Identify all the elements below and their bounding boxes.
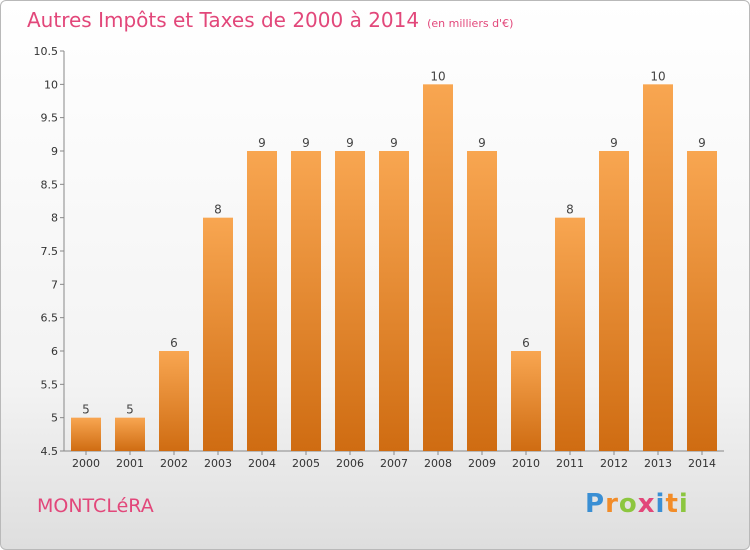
bar-value-label: 6 [522, 336, 530, 350]
bar [159, 351, 189, 451]
proxiti-logo: Proxiti [585, 489, 689, 519]
x-tick-label: 2004 [248, 457, 276, 470]
x-tick-label: 2013 [644, 457, 672, 470]
chart-data-labels: 5 5 6 8 9 9 9 9 10 9 6 8 9 10 9 [82, 69, 706, 416]
x-tick-label: 2012 [600, 457, 628, 470]
bar-value-label: 10 [430, 69, 445, 83]
logo-letter: i [655, 489, 666, 519]
bar-value-label: 9 [302, 136, 310, 150]
bar [599, 151, 629, 451]
chart-title: Autres Impôts et Taxes de 2000 à 2014 (en… [27, 8, 513, 32]
logo-letter: x [637, 489, 656, 519]
x-tick-label: 2005 [292, 457, 320, 470]
bar [291, 151, 321, 451]
chart-bars [71, 84, 717, 451]
x-tick-label: 2007 [380, 457, 408, 470]
bar [643, 84, 673, 451]
bar [511, 351, 541, 451]
bar [423, 84, 453, 451]
x-tick-label: 2011 [556, 457, 584, 470]
y-tick-label: 9.5 [41, 112, 59, 125]
y-tick-label: 7.5 [41, 245, 59, 258]
bar-value-label: 10 [650, 69, 665, 83]
x-tick-label: 2009 [468, 457, 496, 470]
bar-value-label: 8 [214, 203, 222, 217]
bar-value-label: 9 [390, 136, 398, 150]
y-tick-label: 6.5 [41, 312, 59, 325]
bar [71, 417, 101, 451]
y-tick-label: 8 [51, 212, 58, 225]
x-tick-label: 2002 [160, 457, 188, 470]
x-tick-label: 2010 [512, 457, 540, 470]
bar-value-label: 6 [170, 336, 178, 350]
x-tick-label: 2008 [424, 457, 452, 470]
bar-value-label: 8 [566, 203, 574, 217]
x-tick-label: 2006 [336, 457, 364, 470]
y-tick-label: 10.5 [34, 45, 59, 58]
bar-value-label: 9 [478, 136, 486, 150]
bar-value-label: 5 [82, 403, 90, 417]
y-tick-label: 10 [44, 78, 58, 91]
town-name: MONTCLéRA [37, 495, 154, 517]
bar [203, 217, 233, 451]
bar [115, 417, 145, 451]
chart-unit: (en milliers d'€) [427, 17, 514, 30]
bar [467, 151, 497, 451]
bar-value-label: 9 [346, 136, 354, 150]
x-tick-label: 2000 [72, 457, 100, 470]
chart-axes: 4.5 5 5.5 6 6.5 7 7.5 8 8.5 9 9.5 10 10.5 2000 2001 200… [34, 45, 724, 470]
bar [335, 151, 365, 451]
bar [687, 151, 717, 451]
logo-letter: o [618, 489, 638, 519]
x-tick-label: 2003 [204, 457, 232, 470]
y-tick-label: 8.5 [41, 178, 59, 191]
logo-letter: t [665, 489, 679, 519]
y-tick-label: 9 [51, 145, 58, 158]
y-tick-label: 5.5 [41, 378, 59, 391]
bar-value-label: 9 [698, 136, 706, 150]
bar-value-label: 9 [258, 136, 266, 150]
x-tick-label: 2001 [116, 457, 144, 470]
y-tick-label: 5 [51, 412, 58, 425]
bar [555, 217, 585, 451]
y-tick-label: 4.5 [41, 445, 59, 458]
chart-title-text: Autres Impôts et Taxes de 2000 à 2014 [27, 8, 420, 32]
bar-value-label: 5 [126, 403, 134, 417]
y-tick-label: 6 [51, 345, 58, 358]
bar-value-label: 9 [610, 136, 618, 150]
bar [379, 151, 409, 451]
logo-letter: r [605, 489, 619, 519]
y-tick-label: 7 [51, 278, 58, 291]
x-tick-label: 2014 [688, 457, 716, 470]
logo-letter: P [585, 489, 606, 519]
bar [247, 151, 277, 451]
logo-letter: i [678, 489, 689, 519]
